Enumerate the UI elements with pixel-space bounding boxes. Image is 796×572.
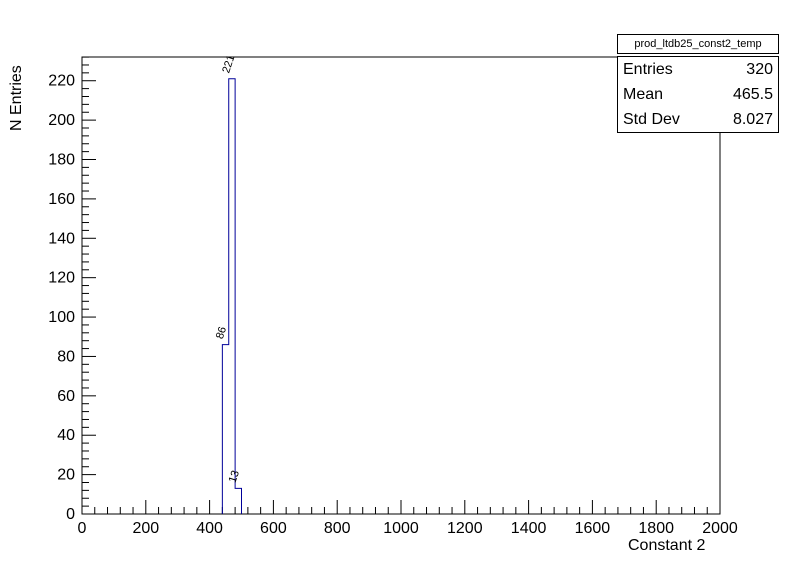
- x-tick-label: 800: [324, 520, 351, 537]
- y-tick-label: 120: [48, 270, 75, 287]
- x-axis-title: Constant 2: [628, 537, 706, 554]
- y-tick-label: 180: [48, 152, 75, 169]
- y-tick-label: 20: [57, 467, 75, 484]
- stats-value: 320: [746, 61, 773, 78]
- stats-row-stddev: Std Dev 8.027: [618, 107, 778, 132]
- x-tick-label: 1800: [638, 520, 674, 537]
- stats-row-entries: Entries 320: [618, 57, 778, 82]
- stats-value: 465.5: [732, 86, 773, 103]
- x-tick-label: 400: [196, 520, 223, 537]
- y-axis-title: N Entries: [8, 65, 25, 131]
- y-tick-label: 100: [48, 309, 75, 326]
- x-tick-label: 2000: [702, 520, 738, 537]
- y-tick-label: 160: [48, 191, 75, 208]
- x-tick-label: 1400: [511, 520, 547, 537]
- bin-count-label: 86: [214, 325, 229, 340]
- y-tick-label: 220: [48, 73, 75, 90]
- x-tick-label: 600: [260, 520, 287, 537]
- x-tick-label: 0: [78, 520, 87, 537]
- stats-label: Std Dev: [623, 111, 680, 128]
- stats-value: 8.027: [732, 111, 773, 128]
- y-tick-label: 0: [66, 506, 75, 523]
- stats-label: Mean: [623, 86, 664, 103]
- bin-count-label: 13: [227, 469, 242, 484]
- y-tick-label: 80: [57, 348, 75, 365]
- y-tick-label: 200: [48, 112, 75, 129]
- stats-row-mean: Mean 465.5: [618, 82, 778, 107]
- bin-count-label: 221: [220, 54, 237, 75]
- stats-box: Entries 320 Mean 465.5 Std Dev 8.027: [617, 56, 779, 133]
- x-tick-label: 1200: [447, 520, 483, 537]
- x-tick-label: 1000: [383, 520, 419, 537]
- stats-label: Entries: [623, 61, 673, 78]
- y-tick-label: 60: [57, 388, 75, 405]
- x-tick-label: 1600: [575, 520, 611, 537]
- x-tick-label: 200: [132, 520, 159, 537]
- histogram-title-pane: prod_ltdb25_const2_temp: [617, 34, 779, 54]
- histogram-outline: [221, 78, 242, 514]
- y-tick-label: 40: [57, 427, 75, 444]
- y-tick-label: 140: [48, 230, 75, 247]
